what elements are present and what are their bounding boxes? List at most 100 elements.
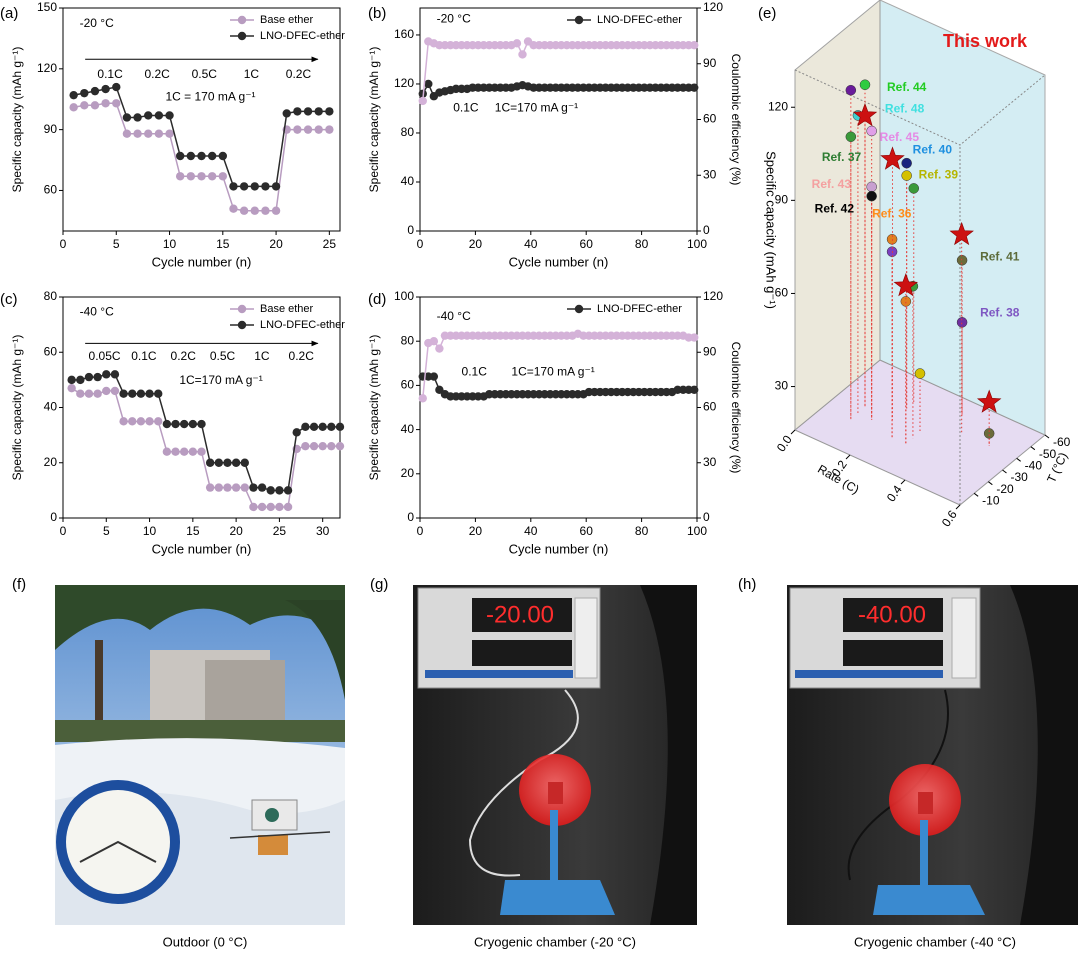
data-point: [93, 372, 102, 382]
data-point: [76, 375, 85, 385]
data-point: [690, 333, 699, 342]
data-point: [314, 125, 323, 134]
y-tick-label: 160: [394, 27, 414, 41]
data-point: [309, 422, 319, 432]
y-tick-label: 80: [44, 289, 58, 303]
data-point: [866, 181, 877, 193]
data-point: [128, 389, 137, 398]
data-point: [282, 109, 291, 118]
y2-tick-label: 90: [703, 344, 717, 358]
y-tick-label: -40: [1025, 459, 1043, 473]
data-point: [261, 182, 270, 191]
y2-tick-label: 0: [703, 510, 710, 524]
legend-label: Base ether: [260, 14, 314, 26]
x-axis-title: Cycle number (n): [152, 541, 252, 556]
y2-axis-title: Coulombic efficiency (%): [729, 342, 743, 474]
data-point: [112, 99, 121, 108]
data-point: [335, 422, 345, 432]
legend-label: Base ether: [260, 303, 314, 315]
data-point: [144, 129, 153, 138]
x-tick-label: 30: [316, 524, 330, 538]
data-point: [301, 422, 310, 432]
x-tick-label: 60: [580, 237, 594, 251]
x-tick: [900, 479, 906, 485]
y-tick-label: 120: [37, 61, 57, 75]
y-tick-label: -10: [982, 494, 1000, 508]
data-point: [231, 483, 241, 492]
data-point: [90, 86, 100, 96]
x-tick-label: 5: [113, 237, 120, 251]
annotation: -40 °C: [80, 305, 114, 319]
y-tick-label: 80: [401, 125, 415, 139]
star-point: [949, 221, 974, 246]
data-point: [325, 107, 334, 116]
data-point: [110, 370, 120, 379]
data-point: [283, 502, 293, 512]
data-point: [67, 375, 76, 385]
point-label: Ref. 36: [872, 206, 912, 220]
y2-tick-label: 30: [703, 455, 717, 469]
x-tick-label: 100: [687, 524, 707, 538]
legend-swatch: [237, 320, 247, 330]
data-point: [257, 483, 267, 492]
panel-label: (f): [12, 576, 26, 593]
data-point: [197, 419, 206, 429]
data-point: [283, 486, 293, 495]
data-point: [84, 372, 94, 382]
star-point: [880, 146, 905, 170]
data-point: [90, 101, 100, 110]
y-tick-label: 60: [44, 344, 58, 358]
legend-label: LNO-DFEC-ether: [260, 319, 345, 331]
y-tick-label: 40: [401, 422, 415, 436]
y2-tick-label: 60: [703, 112, 717, 126]
data-point: [179, 419, 189, 429]
panel-label: (h): [738, 576, 756, 593]
z-axis-title: Specific capacity (mAh g⁻¹): [764, 151, 779, 309]
legend-swatch: [237, 304, 247, 314]
data-point: [110, 386, 120, 396]
x-tick-label: 0.4: [884, 482, 905, 504]
data-point: [293, 107, 302, 116]
data-point: [102, 370, 111, 379]
data-point: [229, 204, 238, 213]
annotation: 1C = 170 mA g⁻¹: [165, 89, 255, 103]
data-point: [249, 502, 258, 512]
rate-label: 1C: [244, 67, 260, 81]
data-point: [845, 131, 857, 143]
legend-swatch: [574, 304, 584, 314]
data-point: [845, 84, 857, 96]
data-point: [271, 182, 281, 191]
x-tick-label: 60: [580, 524, 594, 538]
point-label: Ref. 48: [885, 102, 925, 116]
data-point: [101, 99, 110, 108]
data-point: [293, 125, 302, 134]
data-point: [119, 389, 128, 398]
data-point: [314, 107, 323, 116]
display-reading: -40.00: [858, 601, 926, 628]
data-point: [188, 447, 198, 456]
data-point: [171, 447, 180, 456]
x-tick-label: 0: [60, 524, 67, 538]
annotation: 0.1C: [453, 101, 479, 115]
data-point: [154, 129, 164, 138]
display-reading: -20.00: [486, 601, 554, 628]
y2-tick-label: 60: [703, 400, 717, 414]
data-point: [292, 428, 301, 437]
rate-label: 0.2C: [145, 67, 171, 81]
data-point: [145, 389, 154, 398]
series-line: [71, 387, 340, 508]
x-tick-label: 10: [163, 237, 177, 251]
data-point: [690, 83, 699, 92]
data-point: [80, 88, 89, 98]
x-tick-label: 20: [229, 524, 243, 538]
data-point: [93, 389, 102, 398]
data-point: [223, 458, 232, 467]
x-tick-label: 20: [469, 237, 483, 251]
x-tick-label: 0: [417, 524, 424, 538]
panel-label: (a): [0, 5, 18, 22]
rate-label: 0.5C: [210, 349, 236, 363]
data-point: [429, 372, 439, 381]
data-point: [866, 125, 877, 137]
